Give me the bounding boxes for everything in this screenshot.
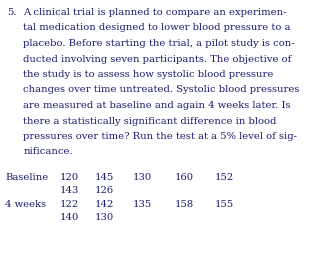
- Text: 155: 155: [215, 200, 234, 209]
- Text: 122: 122: [60, 200, 79, 209]
- Text: Baseline: Baseline: [5, 173, 48, 182]
- Text: 145: 145: [95, 173, 114, 182]
- Text: there a statistically significant difference in blood: there a statistically significant differ…: [23, 117, 277, 126]
- Text: 130: 130: [133, 173, 152, 182]
- Text: placebo. Before starting the trial, a pilot study is con-: placebo. Before starting the trial, a pi…: [23, 39, 295, 48]
- Text: the study is to assess how systolic blood pressure: the study is to assess how systolic bloo…: [23, 70, 274, 79]
- Text: 160: 160: [175, 173, 194, 182]
- Text: 142: 142: [95, 200, 114, 209]
- Text: 126: 126: [95, 186, 114, 195]
- Text: 152: 152: [215, 173, 234, 182]
- Text: are measured at baseline and again 4 weeks later. Is: are measured at baseline and again 4 wee…: [23, 101, 291, 110]
- Text: 120: 120: [60, 173, 79, 182]
- Text: 135: 135: [133, 200, 152, 209]
- Text: pressures over time? Run the test at a 5% level of sig-: pressures over time? Run the test at a 5…: [23, 132, 297, 141]
- Text: ducted involving seven participants. The objective of: ducted involving seven participants. The…: [23, 55, 291, 64]
- Text: A clinical trial is planned to compare an experimen-: A clinical trial is planned to compare a…: [23, 8, 287, 17]
- Text: 158: 158: [175, 200, 194, 209]
- Text: 4 weeks: 4 weeks: [5, 200, 46, 209]
- Text: 143: 143: [60, 186, 80, 195]
- Text: nificance.: nificance.: [23, 147, 73, 156]
- Text: tal medication designed to lower blood pressure to a: tal medication designed to lower blood p…: [23, 23, 291, 32]
- Text: changes over time untreated. Systolic blood pressures: changes over time untreated. Systolic bl…: [23, 85, 299, 94]
- Text: 130: 130: [95, 213, 114, 222]
- Text: 5.: 5.: [7, 8, 17, 17]
- Text: 140: 140: [60, 213, 80, 222]
